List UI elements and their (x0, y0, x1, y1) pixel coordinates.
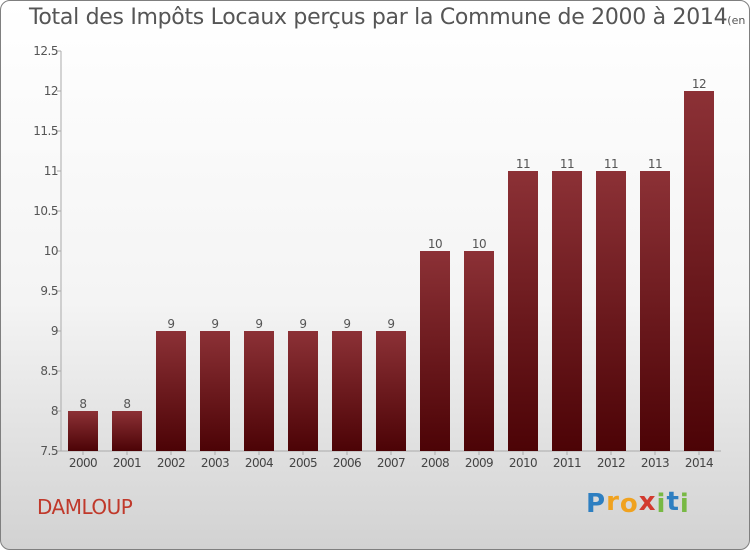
y-tick-label: 12.5 (33, 44, 58, 58)
data-label: 11 (648, 157, 662, 171)
bar (508, 171, 538, 451)
logo-letter: P (586, 489, 607, 519)
x-tick-label: 2006 (333, 456, 361, 470)
y-tick-label: 9.5 (40, 284, 58, 298)
data-label: 9 (343, 317, 350, 331)
x-tick-label: 2012 (597, 456, 625, 470)
data-label: 8 (79, 397, 86, 411)
bar (112, 411, 142, 451)
y-tick-label: 7.5 (40, 444, 58, 458)
bar (640, 171, 670, 451)
data-label: 11 (560, 157, 574, 171)
x-tick-label: 2010 (509, 456, 537, 470)
x-tick-label: 2007 (377, 456, 405, 470)
chart-title-text: Total des Impôts Locaux perçus par la Co… (29, 5, 728, 30)
x-tick-label: 2008 (421, 456, 449, 470)
x-tick-label: 2014 (685, 456, 713, 470)
y-tick-label: 9 (51, 324, 58, 338)
logo-letter: o (619, 489, 639, 519)
bar (684, 91, 714, 451)
data-label: 9 (299, 317, 306, 331)
commune-name: DAMLOUP (37, 495, 133, 519)
y-tick-label: 11 (44, 164, 58, 178)
logo-letter: i (679, 489, 690, 519)
x-tick-label: 2011 (553, 456, 581, 470)
chart-title: Total des Impôts Locaux perçus par la Co… (29, 5, 749, 30)
data-label: 12 (692, 77, 706, 91)
data-label: 11 (516, 157, 530, 171)
bar (420, 251, 450, 451)
data-label: 9 (387, 317, 394, 331)
y-tick-label: 8 (51, 404, 58, 418)
data-label: 9 (255, 317, 262, 331)
bar (596, 171, 626, 451)
data-label: 8 (123, 397, 130, 411)
x-tick-label: 2001 (113, 456, 141, 470)
data-label: 10 (428, 237, 442, 251)
data-label: 11 (604, 157, 618, 171)
bar (288, 331, 318, 451)
y-tick-label: 8.5 (40, 364, 58, 378)
y-tick-label: 12 (44, 84, 58, 98)
bars: 8 8 9 9 9 9 9 9 10 10 11 11 11 11 12 (68, 77, 714, 451)
x-tick-label: 2013 (641, 456, 669, 470)
logo-letter: t (666, 487, 680, 517)
y-tick-label: 10 (44, 244, 58, 258)
x-tick-label: 2005 (289, 456, 317, 470)
x-tick-label: 2000 (69, 456, 97, 470)
x-axis: 2000 2001 2002 2003 2004 2005 2006 2007 2008 2009… (61, 450, 721, 470)
bar (156, 331, 186, 451)
logo-letter: r (606, 487, 620, 517)
y-axis: 7.5 8 8.5 9 9.5 10 10.5 11 11.5 12 12.5 (33, 44, 62, 458)
bar (68, 411, 98, 451)
bar (200, 331, 230, 451)
data-label: 9 (167, 317, 174, 331)
chart-unit-label: (en milliers d'€) (727, 14, 749, 27)
x-tick-label: 2003 (201, 456, 229, 470)
x-tick-label: 2009 (465, 456, 493, 470)
logo-letter: i (656, 489, 667, 519)
data-label: 9 (211, 317, 218, 331)
logo-letter: x (638, 487, 657, 517)
bar (332, 331, 362, 451)
y-tick-label: 11.5 (33, 124, 58, 138)
bar (376, 331, 406, 451)
bar (552, 171, 582, 451)
x-tick-label: 2004 (245, 456, 273, 470)
data-label: 10 (472, 237, 486, 251)
bar (464, 251, 494, 451)
bar (244, 331, 274, 451)
y-tick-label: 10.5 (33, 204, 58, 218)
x-tick-label: 2002 (157, 456, 185, 470)
proxiti-logo: Proxiti (586, 487, 690, 519)
